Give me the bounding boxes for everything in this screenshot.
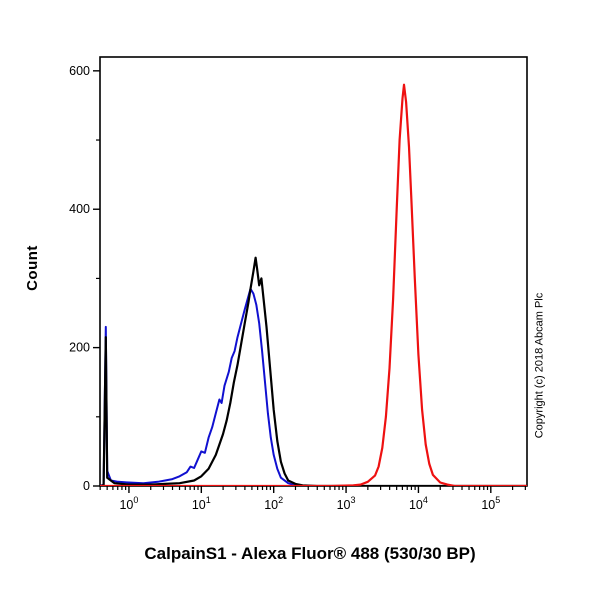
y-tick-label: 400 [69,202,90,216]
curve-black-control [100,256,527,486]
plot-border [99,56,528,487]
x-axis-title: CalpainS1 - Alexa Fluor® 488 (530/30 BP) [144,544,476,563]
y-tick-label: 600 [69,64,90,78]
x-tick-label: 105 [481,495,500,512]
x-tick-label: 101 [192,495,211,512]
y-tick-label: 0 [83,479,90,493]
curve-blue-control [100,287,527,486]
series-group [100,83,527,486]
x-tick-label: 102 [264,495,283,512]
x-tick-label: 100 [119,495,138,512]
y-axis: 0 200 400 600 [69,64,100,493]
x-tick-label: 104 [409,495,428,512]
curve-red-sample [100,83,527,486]
y-tick-label: 200 [69,341,90,355]
x-tick-label: 103 [337,495,356,512]
copyright-text: Copyright (c) 2018 Abcam Plc [533,292,546,439]
x-axis: 100 101 102 103 104 105 [99,486,526,512]
